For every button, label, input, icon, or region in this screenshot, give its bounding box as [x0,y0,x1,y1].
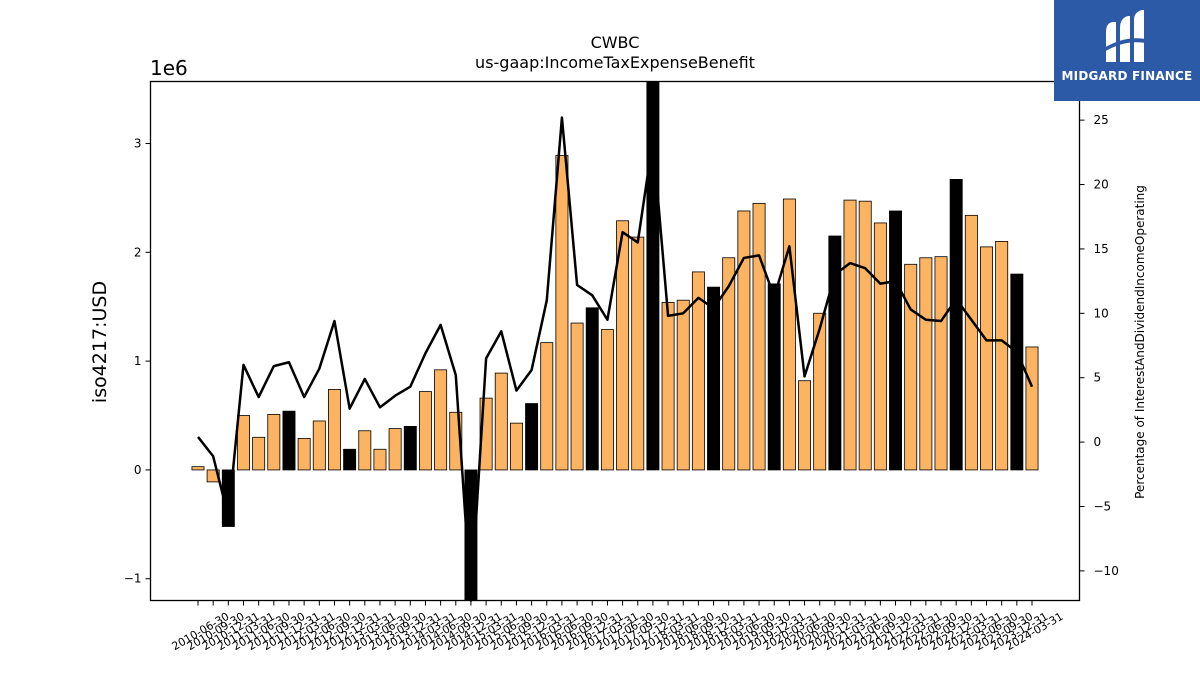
plot-frame [149,80,1081,602]
bar-2011-12-31 [282,410,296,471]
bar-2019-03-31 [722,257,736,471]
bar-2015-09-30 [509,422,523,471]
bar-2017-09-30 [631,236,645,471]
bar-2024-03-31 [1025,346,1039,471]
y-axis-offset-label: 1e6 [150,56,188,80]
bar-2019-06-30 [737,210,751,471]
bar-2021-12-31 [889,210,902,471]
y2-axis-label: Percentage of InterestAndDividendIncomeO… [1133,185,1147,499]
bar-2019-12-31 [767,283,781,471]
bar-2018-09-30 [691,271,705,471]
bar-2021-06-30 [858,200,872,471]
bar-2021-09-30 [873,222,887,471]
bar-2011-06-30 [252,436,266,471]
y2-tick-label: 10 [1094,306,1109,320]
bar-2023-03-31 [964,214,978,471]
bar-2020-12-31 [828,235,842,471]
bar-2013-06-30 [373,448,387,471]
bar-2016-12-31 [585,307,599,471]
y2-tick-label: 25 [1094,113,1109,127]
bar-2013-03-31 [358,430,372,471]
y-tick-label: −1 [124,572,142,586]
bar-2023-06-30 [980,246,993,471]
bar-2016-06-30 [555,155,569,471]
bar-2013-12-31 [403,426,417,471]
bar-2018-03-31 [661,301,675,471]
bar-2022-09-30 [934,256,948,471]
midgard-logo-icon [1104,10,1150,62]
line-series [197,116,1034,602]
bar-2014-06-30 [434,369,448,471]
bar-2012-03-31 [297,437,311,471]
bar-2012-09-30 [328,389,341,471]
y-tick-label: 1 [134,354,142,368]
bar-2022-12-31 [949,179,963,471]
brand-logo: MIDGARD FINANCE [1054,0,1200,101]
bar-2015-12-31 [525,403,539,471]
bar-2017-06-30 [616,220,630,471]
y-axis-label: iso4217:USD [89,281,111,403]
bar-2015-06-30 [494,372,508,471]
y2-tick-label: 0 [1094,435,1102,449]
bar-series [191,81,1039,601]
x-axis: 2010-06-302010-09-302010-12-312011-03-31… [170,600,1066,653]
bar-2011-03-31 [237,415,250,471]
y2-tick-label: −10 [1094,564,1119,578]
bar-2016-09-30 [570,322,584,471]
bar-2016-03-31 [540,342,554,471]
y2-tick-label: 5 [1094,371,1102,385]
bar-2019-09-30 [752,202,766,471]
y-tick-label: 2 [134,245,142,259]
bar-2023-09-30 [995,241,1009,471]
bar-2020-06-30 [798,380,812,471]
bar-2012-12-31 [343,448,357,471]
bar-2020-03-31 [782,198,796,471]
y-axis: −1 0 1 2 3 [124,137,151,586]
bar-2022-03-31 [904,263,918,471]
bar-2017-03-31 [600,329,614,471]
bar-2010-06-30 [191,466,205,471]
y2-axis: −10 −5 0 5 10 15 20 25 [1079,113,1119,578]
chart-subtitle: us-gaap:IncomeTaxExpenseBenefit [475,53,755,72]
y2-tick-label: 20 [1094,178,1109,192]
brand-name: MIDGARD FINANCE [1061,69,1193,83]
bar-2018-06-30 [676,299,690,471]
bar-2013-09-30 [388,428,402,471]
bar-2011-09-30 [267,414,281,471]
y-tick-label: 3 [134,137,142,151]
bar-2014-03-31 [418,391,432,471]
bar-2023-12-31 [1010,273,1024,471]
bar-2018-12-31 [707,286,721,471]
y2-tick-label: 15 [1094,242,1109,256]
bar-2020-09-30 [813,312,827,471]
chart-title: CWBC [591,33,640,52]
y-tick-label: 0 [134,463,142,477]
y2-tick-label: −5 [1094,499,1112,513]
bar-2022-06-30 [919,257,933,471]
bar-2021-03-31 [843,199,857,471]
bar-2012-06-30 [312,420,326,471]
line-path [197,116,1034,602]
